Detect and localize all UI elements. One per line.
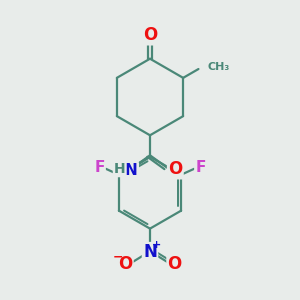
Text: O: O [143,26,157,44]
Text: O: O [168,160,182,178]
Text: N: N [125,163,138,178]
Text: −: − [112,250,123,263]
Text: H: H [114,162,125,176]
Text: F: F [94,160,105,175]
Text: +: + [152,240,161,250]
Text: O: O [118,255,132,273]
Text: F: F [195,160,206,175]
Text: O: O [168,255,182,273]
Text: N: N [143,243,157,261]
Text: CH₃: CH₃ [208,62,230,72]
